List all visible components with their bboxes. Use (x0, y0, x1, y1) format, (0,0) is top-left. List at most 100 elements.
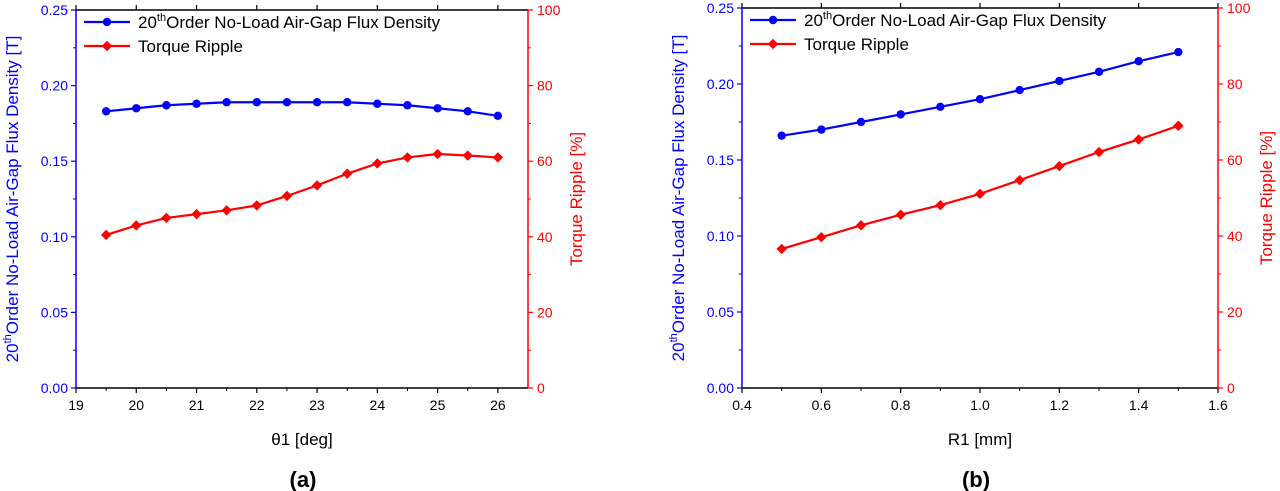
x-tick-label: 26 (490, 397, 506, 413)
x-tick-label: 1.0 (970, 397, 990, 413)
flux-density-point (1094, 67, 1104, 77)
y-right-tick-label: 80 (537, 78, 553, 94)
flux-density-point (777, 131, 786, 140)
y-left-tick-label: 0.25 (41, 2, 68, 18)
y-right-axis-title: Torque Ripple [%] (567, 132, 586, 266)
torque-ripple-point (1093, 146, 1105, 158)
legend-entry-torque-ripple: Torque Ripple (138, 37, 243, 56)
y-left-tick-label: 0.20 (41, 78, 68, 94)
torque-ripple-point (1014, 174, 1025, 186)
torque-ripple-point (311, 180, 323, 191)
y-left-title-prefix: 20 (3, 343, 22, 362)
y-right-tick-label: 80 (1227, 76, 1243, 92)
torque-ripple-point (221, 205, 232, 216)
y-left-tick-label: 0.15 (41, 153, 68, 169)
legend-marker-diamond (767, 38, 779, 50)
flux-density-point (222, 98, 231, 107)
legend: 20thOrder No-Load Air-Gap Flux Density To… (750, 10, 1107, 54)
legend-marker-diamond (101, 40, 113, 52)
torque-ripple-point (161, 212, 172, 224)
flux-density-point (343, 98, 352, 107)
y-right-axis-title: Torque Ripple [%] (1257, 131, 1276, 265)
y-right-tick-label: 0 (537, 380, 545, 396)
torque-ripple-point (191, 208, 202, 220)
flux-density-point (493, 111, 503, 121)
torque-ripple-point (432, 148, 443, 160)
y-left-axis-title: 20thOrder No-Load Air-Gap Flux Density [… (668, 35, 688, 362)
y-left-title-sup: th (668, 333, 680, 342)
flux-density-point (936, 102, 945, 112)
legend-marker-circle (102, 17, 112, 27)
flux-density-point (252, 98, 261, 107)
x-tick-label: 23 (309, 397, 325, 413)
legend-name-suffix: Order No-Load Air-Gap Flux Density (166, 13, 440, 32)
y-right-tick-label: 20 (1227, 304, 1243, 320)
flux-density-point (192, 99, 201, 108)
flux-density-point (1015, 85, 1024, 95)
x-tick-label: 0.4 (732, 397, 752, 413)
y-left-title-prefix: 20 (669, 342, 688, 361)
x-tick-label: 1.6 (1208, 397, 1228, 413)
torque-ripple-point (402, 152, 413, 163)
legend-name-sup: th (823, 10, 832, 22)
flux-density-point (101, 107, 111, 116)
torque-ripple-point (342, 168, 353, 179)
x-tick-label: 24 (370, 397, 386, 413)
y-left-title-sup: th (2, 334, 14, 343)
y-left-title-suffix: Order No-Load Air-Gap Flux Density [T] (669, 35, 688, 334)
torque-ripple-point (816, 231, 827, 243)
flux-density-point (312, 98, 322, 107)
y-right-tick-label: 20 (537, 304, 553, 320)
x-tick-label: 25 (430, 397, 446, 413)
flux-density-point (282, 98, 292, 107)
x-tick-label: 0.6 (812, 397, 832, 413)
y-left-tick-label: 0.05 (41, 304, 68, 320)
torque-ripple-point (492, 152, 504, 163)
flux-density-point (373, 99, 382, 108)
y-left-tick-label: 0.10 (707, 228, 734, 244)
torque-ripple-point (251, 200, 262, 211)
y-left-title-suffix: Order No-Load Air-Gap Flux Density [T] (3, 36, 22, 335)
torque-ripple-point (1133, 134, 1144, 145)
x-tick-label: 1.2 (1050, 397, 1070, 413)
flux-density-point (856, 117, 866, 127)
torque-ripple-point (974, 188, 986, 200)
flux-density-point (975, 95, 985, 104)
legend-entry-flux-density: 20thOrder No-Load Air-Gap Flux Density (138, 12, 441, 32)
legend: 20thOrder No-Load Air-Gap Flux Density To… (84, 12, 441, 56)
torque-ripple-point (1173, 120, 1184, 131)
x-tick-label: 22 (249, 397, 265, 413)
x-tick-label: 21 (189, 397, 205, 413)
torque-ripple-point (372, 158, 383, 169)
panel-label: (a) (290, 467, 317, 491)
y-left-axis-title: 20thOrder No-Load Air-Gap Flux Density [… (2, 36, 22, 363)
series-line-flux-density (781, 51, 1179, 137)
torque-ripple-point (776, 243, 787, 255)
x-tick-label: 20 (128, 397, 144, 413)
y-left-tick-label: 0.00 (41, 380, 68, 396)
legend-entry-torque-ripple: Torque Ripple (804, 35, 909, 54)
panel-0: 19 20 21 22 23 24 25 26 0.00 0.05 0.10 0.15 0.20 0.25… (2, 2, 586, 491)
torque-ripple-point (895, 209, 906, 220)
flux-density-point (162, 101, 171, 110)
legend-entry-flux-density: 20thOrder No-Load Air-Gap Flux Density (804, 10, 1107, 30)
torque-ripple-point (281, 190, 293, 202)
y-left-tick-label: 0.25 (707, 0, 734, 16)
flux-density-point (1055, 76, 1064, 86)
series-line-flux-density (106, 101, 499, 117)
x-axis-title: R1 [mm] (948, 430, 1012, 449)
series-line-torque-ripple (105, 152, 498, 236)
panel-label: (b) (962, 467, 990, 491)
torque-ripple-point (131, 220, 142, 231)
x-axis-title: θ1 [deg] (271, 430, 332, 449)
flux-density-point (403, 101, 412, 110)
y-left-tick-label: 0.05 (707, 304, 734, 320)
torque-ripple-point (935, 200, 946, 211)
y-right-tick-label: 40 (537, 229, 553, 245)
y-right-tick-label: 100 (537, 2, 561, 18)
torque-ripple-point (1054, 160, 1065, 172)
x-tick-label: 0.8 (891, 397, 911, 413)
legend-name-sup: th (157, 12, 166, 24)
flux-density-point (817, 125, 826, 134)
